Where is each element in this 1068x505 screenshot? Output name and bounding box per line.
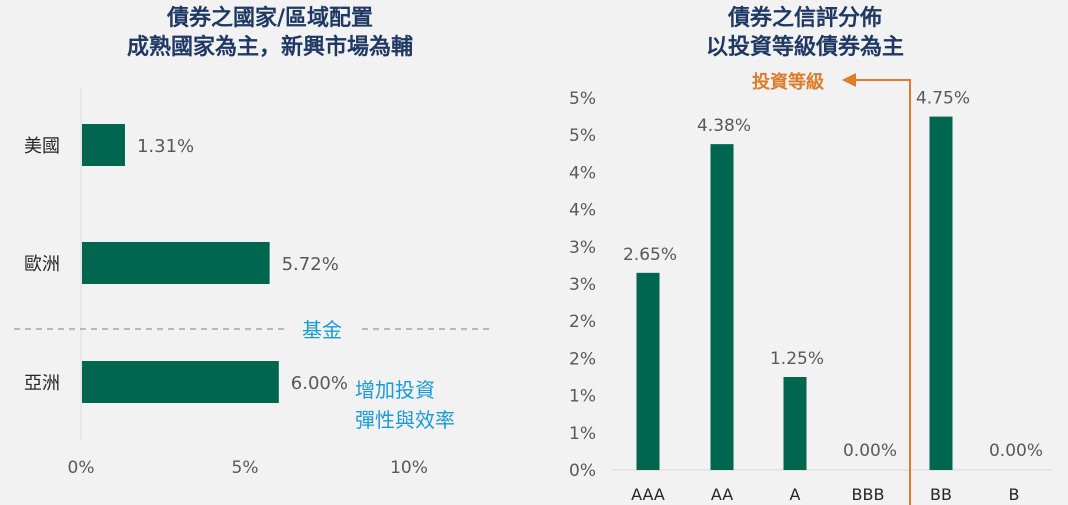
right-value-label: 1.25% xyxy=(770,349,824,369)
right-y-tick-label: 5% xyxy=(569,126,596,146)
right-chart-title-line1: 債券之信評分佈 xyxy=(727,6,882,31)
right-value-label: 2.65% xyxy=(623,245,677,265)
divider-label: 基金 xyxy=(302,318,342,342)
left-chart-title-line1: 債券之國家/區域配置 xyxy=(166,6,374,31)
left-bar xyxy=(82,242,270,284)
note-line-1: 增加投資 xyxy=(355,378,435,402)
credit-rating-chart: 0% 1% 1% 2% 2% 3% 3% 4% 4% 5% 5% 2.65% AAA 4.38% AA 1.2… xyxy=(569,71,1053,505)
left-x-tick-label: 0% xyxy=(68,458,95,478)
left-chart-title-line2: 成熟國家為主，新興市場為輔 xyxy=(126,35,413,60)
right-y-tick-label: 1% xyxy=(569,424,596,444)
left-category-label: 歐洲 xyxy=(24,254,60,275)
left-category-label: 美國 xyxy=(24,136,60,157)
right-y-tick-label: 5% xyxy=(569,89,596,109)
left-category-label: 亞洲 xyxy=(24,373,60,394)
right-value-label: 4.75% xyxy=(916,89,970,109)
right-chart-title: 債券之信評分佈 以投資等級債券為主 xyxy=(575,4,1035,62)
left-bar xyxy=(82,124,125,166)
right-chart-title-line2: 以投資等級債券為主 xyxy=(705,35,904,60)
left-x-tick-label: 5% xyxy=(232,458,259,478)
right-bar xyxy=(636,272,660,470)
right-y-tick-label: 2% xyxy=(569,349,596,369)
right-bar xyxy=(783,377,807,470)
investment-grade-arrow-icon xyxy=(842,73,856,87)
right-y-tick-label: 3% xyxy=(569,275,596,295)
right-category-label: AAA xyxy=(631,485,665,504)
left-chart-title: 債券之國家/區域配置 成熟國家為主，新興市場為輔 xyxy=(40,4,500,62)
right-category-label: BBB xyxy=(852,485,885,504)
right-value-label: 0.00% xyxy=(989,441,1043,461)
right-y-tick-label: 2% xyxy=(569,312,596,332)
right-category-label: B xyxy=(1009,485,1020,504)
right-y-tick-label: 4% xyxy=(569,201,596,221)
right-bar xyxy=(929,116,953,470)
right-category-label: AA xyxy=(711,485,733,504)
left-bar xyxy=(82,361,279,403)
right-y-tick-label: 0% xyxy=(569,461,596,481)
left-x-tick-label: 10% xyxy=(390,458,428,478)
investment-grade-divider xyxy=(852,79,911,505)
right-category-label: A xyxy=(790,485,801,504)
left-value-label: 5.72% xyxy=(282,254,339,275)
left-value-label: 6.00% xyxy=(291,373,348,394)
right-y-tick-label: 4% xyxy=(569,163,596,183)
right-y-tick-label: 3% xyxy=(569,238,596,258)
note-line-2: 彈性與效率 xyxy=(355,408,455,432)
left-value-label: 1.31% xyxy=(137,136,194,157)
right-bar xyxy=(710,144,734,471)
investment-grade-label: 投資等級 xyxy=(752,71,824,93)
right-value-label: 0.00% xyxy=(843,441,897,461)
right-y-tick-label: 1% xyxy=(569,387,596,407)
right-category-label: BB xyxy=(930,485,952,504)
right-value-label: 4.38% xyxy=(697,116,751,136)
